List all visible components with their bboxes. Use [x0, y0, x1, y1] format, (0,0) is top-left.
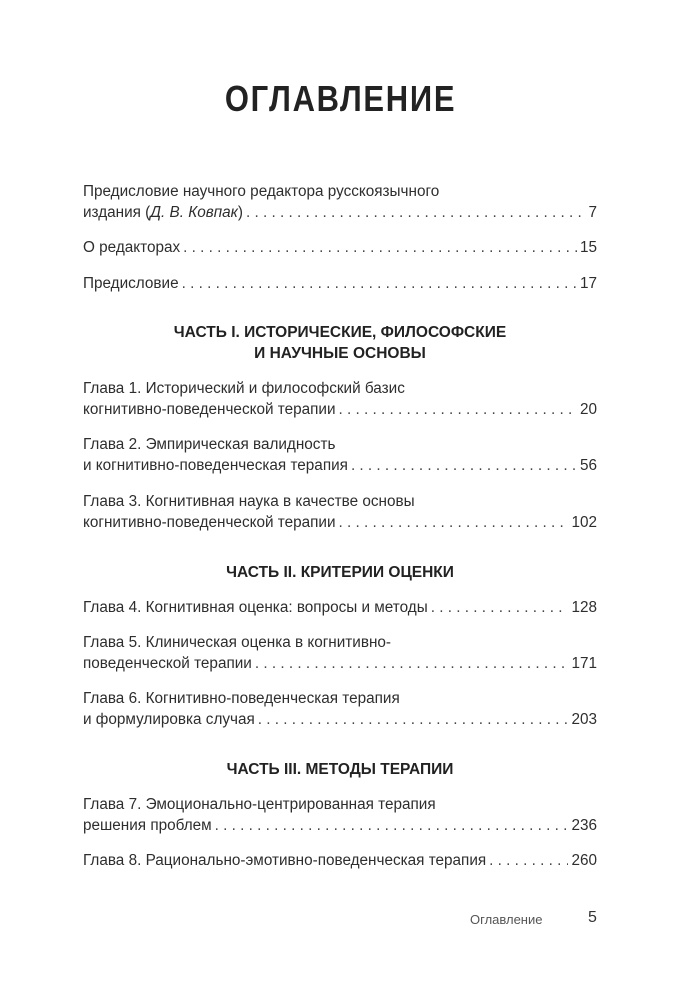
page-number: 102 [571, 514, 597, 531]
leader-dots [489, 850, 568, 871]
entry-text: О редакторах [83, 239, 181, 256]
toc-entry-preface[interactable]: Предисловие 17 [83, 273, 597, 294]
entry-text: Предисловие научного редактора русскоязы… [83, 183, 440, 200]
leader-dots [255, 653, 569, 674]
toc-entry-editor-preface[interactable]: Предисловие научного редактора русскоязы… [83, 181, 597, 223]
page-number: 260 [571, 852, 597, 869]
page-number: 20 [579, 401, 597, 418]
toc-entry-chapter-7[interactable]: Глава 7. Эмоционально-центрированная тер… [83, 794, 597, 836]
entry-text: и формулировка случая [83, 711, 255, 728]
page-number: 15 [579, 239, 597, 256]
entry-text: Глава 5. Клиническая оценка в когнитивно… [83, 634, 392, 651]
part-heading-2: ЧАСТЬ II. КРИТЕРИИ ОЦЕНКИ [226, 564, 454, 581]
page-number: 56 [579, 457, 597, 474]
leader-dots [351, 455, 577, 476]
entry-text: Глава 1. Исторический и философский бази… [83, 380, 405, 397]
page-title: ОГЛАВЛЕНИЕ [225, 78, 457, 119]
toc-entry-editors[interactable]: О редакторах 15 [83, 237, 597, 258]
entry-text: Глава 3. Когнитивная наука в качестве ос… [83, 493, 415, 510]
toc-entry-chapter-6[interactable]: Глава 6. Когнитивно-поведенческая терапи… [83, 688, 597, 730]
entry-text: и когнитивно-поведенческая терапия [83, 457, 348, 474]
toc-entry-chapter-2[interactable]: Глава 2. Эмпирическая валидность и когни… [83, 434, 597, 476]
toc-entry-chapter-3[interactable]: Глава 3. Когнитивная наука в качестве ос… [83, 491, 597, 533]
page-number: 128 [571, 599, 597, 616]
entry-text: Глава 6. Когнитивно-поведенческая терапи… [83, 690, 400, 707]
page-number: 7 [588, 204, 597, 221]
entry-text: когнитивно-поведенческой терапии [83, 401, 336, 418]
entry-text: Предисловие [83, 275, 179, 292]
leader-dots [215, 815, 569, 836]
leader-dots [431, 597, 569, 618]
entry-text: Глава 7. Эмоционально-центрированная тер… [83, 796, 436, 813]
entry-text: Глава 2. Эмпирическая валидность [83, 436, 336, 453]
entry-text: решения проблем [83, 817, 212, 834]
leader-dots [182, 273, 577, 294]
page-number: 203 [571, 711, 597, 728]
page-number: 17 [579, 275, 597, 292]
entry-text: когнитивно-поведенческой терапии [83, 514, 336, 531]
leader-dots [258, 709, 569, 730]
entry-text: издания (Д. В. Ковпак) [83, 204, 244, 221]
leader-dots [183, 237, 577, 258]
entry-text: поведенческой терапии [83, 655, 252, 672]
leader-dots [339, 399, 577, 420]
entry-text: Глава 4. Когнитивная оценка: вопросы и м… [83, 599, 428, 616]
toc-entry-chapter-4[interactable]: Глава 4. Когнитивная оценка: вопросы и м… [83, 597, 597, 618]
leader-dots [246, 202, 585, 223]
page-number: 171 [571, 655, 597, 672]
toc-entry-chapter-8[interactable]: Глава 8. Рационально-эмотивно-поведенчес… [83, 850, 597, 871]
toc-entry-chapter-1[interactable]: Глава 1. Исторический и философский бази… [83, 378, 597, 420]
leader-dots [339, 512, 569, 533]
folio-page-number: 5 [588, 909, 597, 926]
running-footer-label: Оглавление [470, 912, 543, 927]
page-number: 236 [571, 817, 597, 834]
part-heading-3: ЧАСТЬ III. МЕТОДЫ ТЕРАПИИ [226, 761, 454, 778]
part-heading-1: ЧАСТЬ I. ИСТОРИЧЕСКИЕ, ФИЛОСОФСКИЕ И НАУ… [173, 324, 507, 362]
entry-text: Глава 8. Рационально-эмотивно-поведенчес… [83, 852, 487, 869]
toc-entry-chapter-5[interactable]: Глава 5. Клиническая оценка в когнитивно… [83, 632, 597, 674]
